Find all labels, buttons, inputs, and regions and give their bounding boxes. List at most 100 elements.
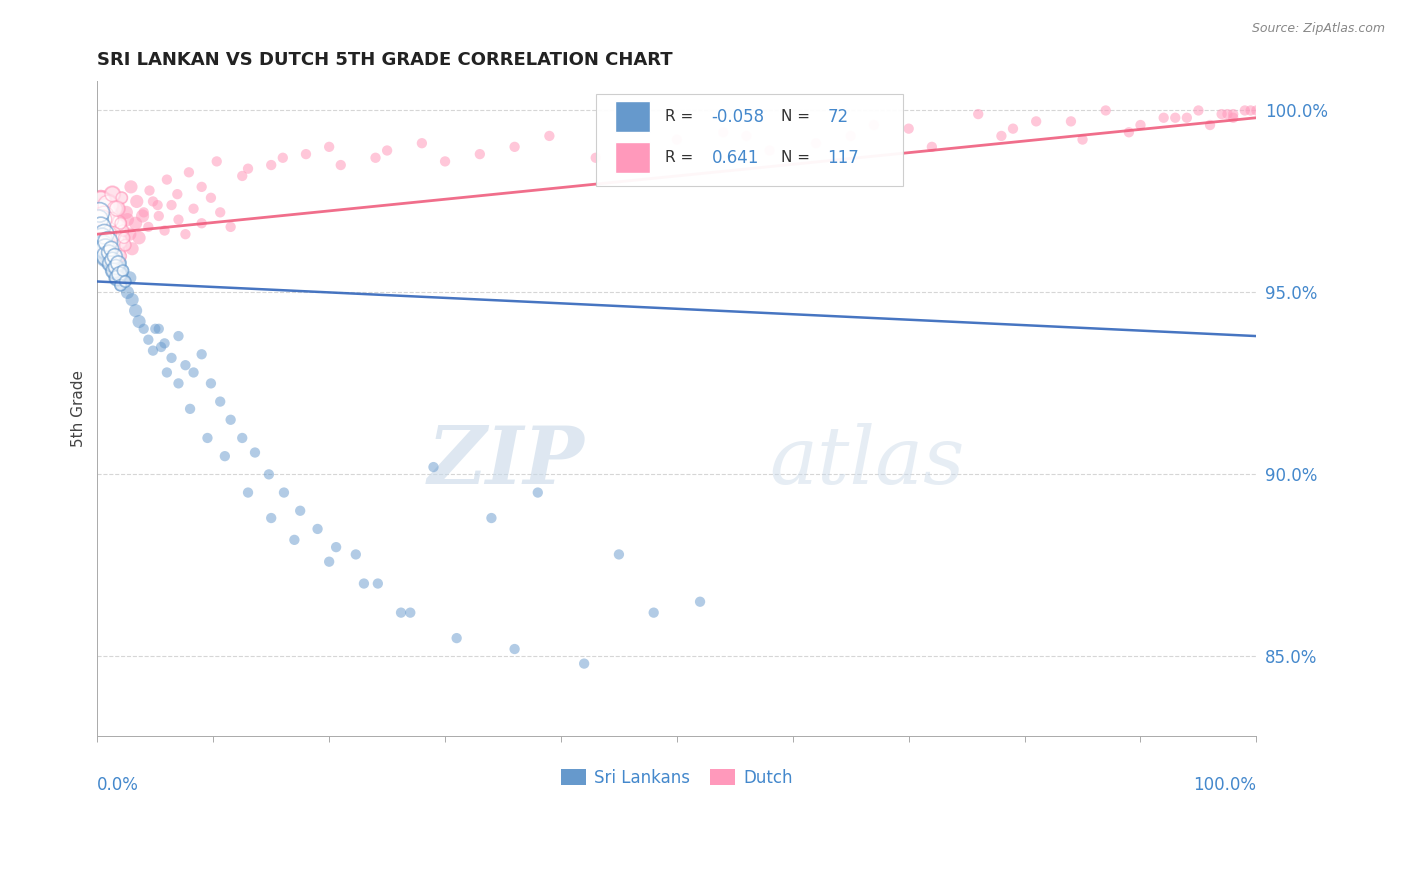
- Dutch: [177, 165, 200, 179]
- Dutch: [97, 198, 120, 212]
- Y-axis label: 5th Grade: 5th Grade: [72, 370, 86, 448]
- Sri Lankans: [89, 205, 111, 219]
- Dutch: [735, 128, 758, 143]
- Point: [105, 270, 128, 285]
- Sri Lankans: [91, 231, 114, 245]
- Sri Lankans: [367, 576, 389, 591]
- Point: [110, 216, 132, 230]
- Sri Lankans: [190, 347, 212, 361]
- Point: [111, 263, 134, 277]
- Dutch: [101, 227, 124, 242]
- Dutch: [329, 158, 352, 172]
- Point: [90, 219, 112, 234]
- Sri Lankans: [167, 376, 190, 391]
- Dutch: [503, 140, 526, 154]
- Dutch: [665, 132, 688, 146]
- Sri Lankans: [94, 242, 117, 256]
- Dutch: [219, 219, 242, 234]
- Point: [103, 227, 125, 242]
- Dutch: [1060, 114, 1083, 128]
- Sri Lankans: [318, 555, 340, 569]
- Dutch: [1239, 103, 1261, 118]
- Sri Lankans: [100, 242, 122, 256]
- Dutch: [103, 242, 125, 256]
- Dutch: [118, 227, 141, 242]
- Dutch: [1187, 103, 1209, 118]
- Dutch: [108, 235, 131, 249]
- Point: [107, 216, 129, 230]
- Point: [101, 252, 124, 267]
- Dutch: [120, 180, 142, 194]
- Sri Lankans: [209, 394, 232, 409]
- Dutch: [1164, 111, 1187, 125]
- Point: [96, 231, 118, 245]
- Sri Lankans: [90, 219, 112, 234]
- Point: [97, 209, 120, 223]
- Sri Lankans: [689, 595, 711, 609]
- Dutch: [166, 187, 188, 202]
- Dutch: [839, 128, 862, 143]
- Sri Lankans: [283, 533, 305, 547]
- Point: [97, 198, 120, 212]
- Sri Lankans: [572, 657, 595, 671]
- Point: [91, 231, 114, 245]
- Text: 100.0%: 100.0%: [1194, 776, 1257, 794]
- Sri Lankans: [446, 631, 468, 645]
- Sri Lankans: [389, 606, 412, 620]
- Dutch: [434, 154, 457, 169]
- Point: [89, 205, 111, 219]
- Dutch: [1222, 111, 1244, 125]
- Dutch: [411, 136, 433, 151]
- Text: Source: ZipAtlas.com: Source: ZipAtlas.com: [1251, 22, 1385, 36]
- Point: [110, 278, 132, 293]
- Dutch: [209, 205, 232, 219]
- Dutch: [93, 202, 115, 216]
- Point: [89, 219, 111, 234]
- Sri Lankans: [148, 322, 170, 336]
- Dutch: [167, 212, 190, 227]
- Dutch: [1001, 121, 1024, 136]
- Sri Lankans: [104, 249, 127, 263]
- Dutch: [96, 227, 118, 242]
- Dutch: [863, 118, 886, 132]
- Point: [100, 212, 122, 227]
- Dutch: [117, 212, 139, 227]
- Point: [107, 256, 129, 270]
- Dutch: [97, 238, 120, 252]
- Sri Lankans: [118, 270, 141, 285]
- Dutch: [105, 202, 128, 216]
- Text: 117: 117: [828, 149, 859, 167]
- Sri Lankans: [344, 548, 367, 562]
- FancyBboxPatch shape: [616, 142, 650, 173]
- Dutch: [91, 212, 114, 227]
- Dutch: [104, 202, 127, 216]
- Dutch: [200, 191, 222, 205]
- Dutch: [364, 151, 387, 165]
- Point: [91, 227, 114, 242]
- Dutch: [190, 180, 212, 194]
- Point: [112, 231, 135, 245]
- Point: [98, 238, 121, 252]
- Point: [98, 212, 121, 227]
- Sri Lankans: [231, 431, 253, 445]
- Sri Lankans: [257, 467, 280, 482]
- Point: [107, 219, 129, 234]
- Dutch: [91, 212, 114, 227]
- Point: [104, 249, 127, 263]
- Dutch: [93, 209, 115, 223]
- Sri Lankans: [183, 366, 205, 380]
- Dutch: [96, 231, 118, 245]
- Dutch: [96, 223, 118, 237]
- Sri Lankans: [101, 252, 124, 267]
- Point: [87, 212, 110, 227]
- Sri Lankans: [353, 576, 375, 591]
- Sri Lankans: [121, 293, 143, 307]
- Sri Lankans: [197, 431, 219, 445]
- Dutch: [112, 231, 135, 245]
- Point: [97, 245, 120, 260]
- Sri Lankans: [132, 322, 155, 336]
- Text: atlas: atlas: [769, 423, 965, 500]
- Dutch: [98, 212, 121, 227]
- Point: [108, 235, 131, 249]
- Legend: Sri Lankans, Dutch: Sri Lankans, Dutch: [554, 762, 800, 794]
